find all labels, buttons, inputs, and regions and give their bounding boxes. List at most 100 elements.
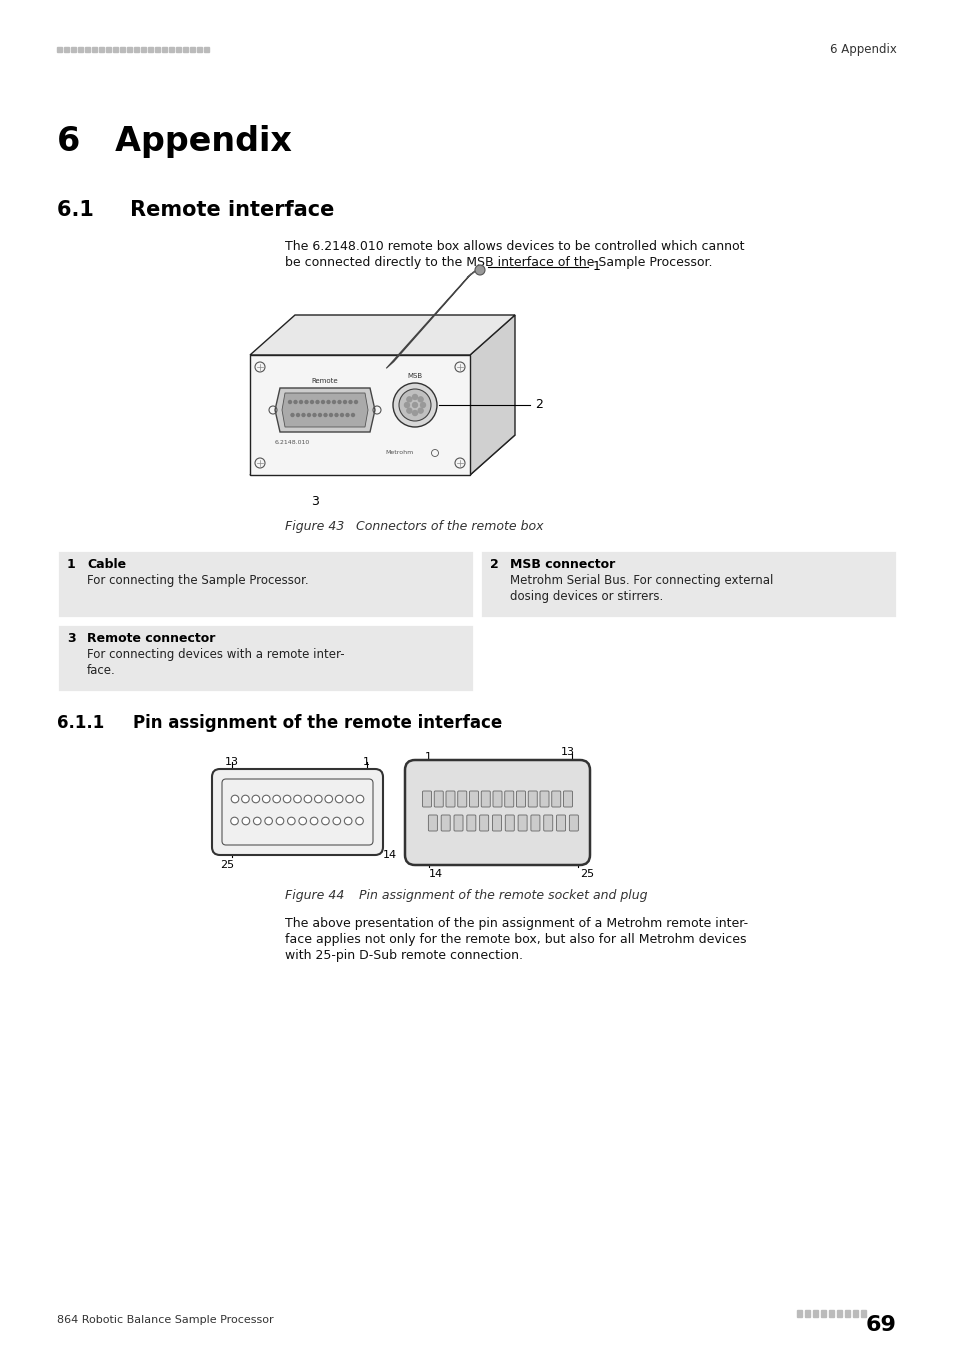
- FancyBboxPatch shape: [516, 791, 525, 807]
- Circle shape: [333, 401, 335, 404]
- Circle shape: [294, 795, 301, 803]
- Circle shape: [412, 402, 417, 408]
- FancyBboxPatch shape: [428, 815, 436, 832]
- Text: Remote: Remote: [312, 378, 338, 383]
- Circle shape: [315, 401, 318, 404]
- Bar: [804, 1310, 809, 1318]
- Bar: [828, 1310, 833, 1318]
- Bar: [57, 47, 62, 53]
- Circle shape: [283, 795, 291, 803]
- Circle shape: [304, 795, 312, 803]
- Circle shape: [351, 413, 355, 417]
- Circle shape: [296, 413, 299, 417]
- Text: MSB: MSB: [407, 373, 422, 379]
- Circle shape: [349, 401, 352, 404]
- Text: dosing devices or stirrers.: dosing devices or stirrers.: [510, 590, 662, 603]
- Circle shape: [298, 817, 306, 825]
- Text: 6.2148.010: 6.2148.010: [274, 440, 310, 446]
- Circle shape: [231, 817, 238, 825]
- Circle shape: [344, 817, 352, 825]
- FancyBboxPatch shape: [543, 815, 552, 832]
- Bar: [133, 47, 139, 53]
- FancyBboxPatch shape: [446, 791, 455, 807]
- Text: 1: 1: [424, 752, 432, 761]
- Circle shape: [302, 413, 305, 417]
- FancyBboxPatch shape: [504, 791, 514, 807]
- FancyBboxPatch shape: [528, 791, 537, 807]
- Bar: [196, 47, 202, 53]
- Bar: [183, 47, 188, 53]
- Text: 3: 3: [67, 632, 75, 645]
- Text: 3: 3: [311, 495, 318, 508]
- FancyBboxPatch shape: [492, 815, 501, 832]
- Text: For connecting the Sample Processor.: For connecting the Sample Processor.: [87, 574, 309, 587]
- FancyBboxPatch shape: [531, 815, 539, 832]
- Circle shape: [275, 817, 283, 825]
- Circle shape: [346, 413, 349, 417]
- Bar: [154, 47, 160, 53]
- FancyBboxPatch shape: [457, 791, 466, 807]
- Circle shape: [406, 408, 412, 413]
- Bar: [106, 47, 111, 53]
- Text: 2: 2: [490, 558, 498, 571]
- Circle shape: [294, 401, 296, 404]
- Circle shape: [314, 795, 322, 803]
- Circle shape: [417, 408, 423, 413]
- Bar: [91, 47, 97, 53]
- Text: Metrohm Serial Bus. For connecting external: Metrohm Serial Bus. For connecting exter…: [510, 574, 773, 587]
- Text: 25: 25: [220, 860, 233, 869]
- Circle shape: [310, 401, 314, 404]
- Bar: [78, 47, 83, 53]
- Circle shape: [417, 397, 423, 402]
- FancyBboxPatch shape: [517, 815, 527, 832]
- Text: with 25-pin D-Sub remote connection.: with 25-pin D-Sub remote connection.: [285, 949, 522, 963]
- FancyBboxPatch shape: [479, 815, 488, 832]
- Circle shape: [287, 817, 294, 825]
- Circle shape: [321, 817, 329, 825]
- Text: 6.1.1     Pin assignment of the remote interface: 6.1.1 Pin assignment of the remote inter…: [57, 714, 501, 732]
- Text: 6 Appendix: 6 Appendix: [829, 43, 896, 57]
- Bar: [112, 47, 118, 53]
- Bar: [821, 1310, 825, 1318]
- Text: 14: 14: [429, 869, 442, 879]
- Circle shape: [307, 413, 310, 417]
- FancyBboxPatch shape: [405, 760, 589, 865]
- Circle shape: [273, 795, 280, 803]
- Bar: [852, 1310, 857, 1318]
- Circle shape: [420, 402, 425, 408]
- Bar: [141, 47, 146, 53]
- Bar: [148, 47, 152, 53]
- Bar: [99, 47, 104, 53]
- Text: 13: 13: [560, 747, 575, 757]
- Bar: [836, 1310, 841, 1318]
- Circle shape: [355, 795, 363, 803]
- Circle shape: [340, 413, 343, 417]
- Circle shape: [253, 817, 261, 825]
- Bar: [169, 47, 173, 53]
- Text: face applies not only for the remote box, but also for all Metrohm devices: face applies not only for the remote box…: [285, 933, 745, 946]
- Circle shape: [252, 795, 259, 803]
- Text: 6   Appendix: 6 Appendix: [57, 126, 292, 158]
- FancyBboxPatch shape: [493, 791, 501, 807]
- Circle shape: [406, 397, 412, 402]
- Text: The above presentation of the pin assignment of a Metrohm remote inter-: The above presentation of the pin assign…: [285, 917, 747, 930]
- Circle shape: [310, 817, 317, 825]
- Circle shape: [475, 265, 484, 275]
- Text: 1: 1: [363, 757, 370, 767]
- Circle shape: [404, 402, 409, 408]
- FancyBboxPatch shape: [466, 815, 476, 832]
- Bar: [85, 47, 90, 53]
- Text: For connecting devices with a remote inter-: For connecting devices with a remote int…: [87, 648, 344, 662]
- Circle shape: [398, 389, 431, 421]
- Text: 14: 14: [382, 850, 396, 860]
- Text: Connectors of the remote box: Connectors of the remote box: [339, 520, 543, 533]
- Polygon shape: [467, 266, 480, 278]
- Circle shape: [412, 394, 417, 400]
- FancyBboxPatch shape: [422, 791, 431, 807]
- Bar: [204, 47, 209, 53]
- Circle shape: [324, 413, 327, 417]
- Circle shape: [299, 401, 302, 404]
- Circle shape: [313, 413, 315, 417]
- Circle shape: [335, 795, 343, 803]
- Text: 13: 13: [225, 757, 239, 767]
